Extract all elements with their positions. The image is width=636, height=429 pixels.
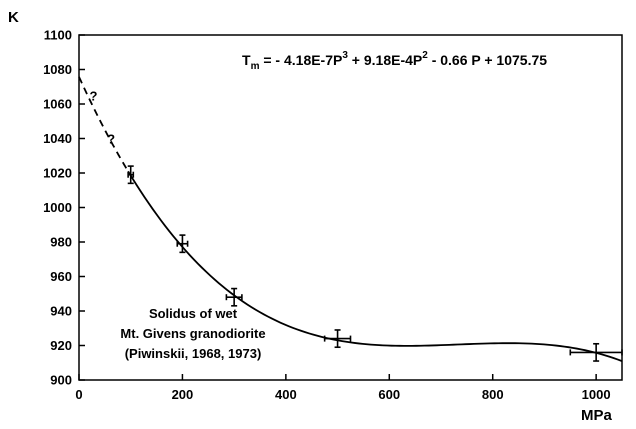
x-tick-label-0: 0 <box>75 387 82 402</box>
question-mark-1: ? <box>107 132 115 147</box>
x-tick-label-1: 200 <box>172 387 194 402</box>
equation-exponent-2: 2 <box>422 50 428 61</box>
y-tick-label-5: 1000 <box>43 200 72 215</box>
data-point-2 <box>225 287 243 307</box>
y-tick-label-4: 980 <box>50 235 72 250</box>
question-marks-group: ?? <box>90 89 116 147</box>
x-tick-label-4: 800 <box>482 387 504 402</box>
x-axis-ticks: 0 200 400 600 800 1000 <box>75 374 611 402</box>
annotation-line-1: Solidus of wet <box>149 306 238 321</box>
y-tick-label-3: 960 <box>50 269 72 284</box>
annotation-line-3: (Piwinskii, 1968, 1973) <box>125 346 262 361</box>
fit-curve-solid <box>127 170 623 362</box>
equation-part-3: - 0.66 P + 1075.75 <box>428 52 547 68</box>
data-point-3 <box>323 329 352 349</box>
y-tick-label-8: 1060 <box>43 97 72 112</box>
data-point-0 <box>127 165 135 185</box>
y-tick-label-0: 900 <box>50 373 72 388</box>
question-mark-0: ? <box>90 89 98 104</box>
x-tick-label-3: 600 <box>378 387 400 402</box>
fit-equation: Tm = - 4.18E-7P3 + 9.18E-4P2 - 0.66 P + … <box>242 50 547 72</box>
y-tick-label-2: 940 <box>50 304 72 319</box>
x-axis-unit-label: MPa <box>581 407 613 424</box>
data-point-1 <box>176 234 189 254</box>
data-points-group <box>127 165 623 362</box>
y-axis-unit-label: K <box>8 9 19 26</box>
y-tick-label-9: 1080 <box>43 62 72 77</box>
equation-lhs: T <box>242 52 251 68</box>
y-axis-ticks: 900 920 940 960 980 1000 1020 1040 1060 1080 1100 <box>43 28 85 388</box>
y-tick-label-7: 1040 <box>43 131 72 146</box>
equation-part-2: + 9.18E-4P <box>348 52 422 68</box>
x-tick-label-2: 400 <box>275 387 297 402</box>
y-tick-label-1: 920 <box>50 338 72 353</box>
data-point-4 <box>569 342 623 362</box>
fit-curve-group <box>78 76 623 362</box>
equation-part-1: = - 4.18E-7P <box>259 52 342 68</box>
x-tick-label-5: 1000 <box>582 387 611 402</box>
fit-curve-dashed <box>78 76 129 172</box>
equation-lhs-subscript: m <box>251 61 260 72</box>
y-tick-label-6: 1020 <box>43 166 72 181</box>
equation-exponent-1: 3 <box>342 50 348 61</box>
annotation-line-2: Mt. Givens granodiorite <box>120 326 265 341</box>
y-tick-label-10: 1100 <box>44 28 72 43</box>
